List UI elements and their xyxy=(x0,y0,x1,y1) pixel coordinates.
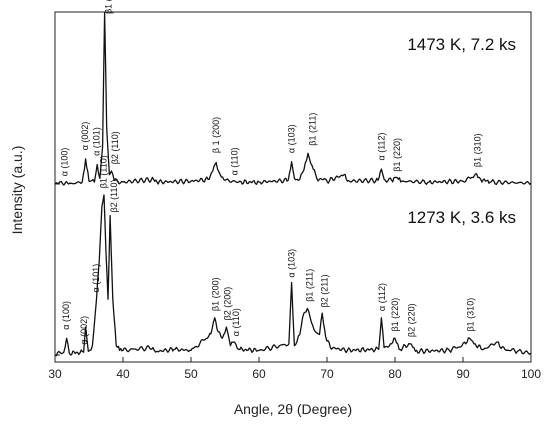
x-tick-label: 30 xyxy=(48,367,62,381)
peak-label: β2 (220) xyxy=(406,303,416,337)
peak-label: β1 (110) xyxy=(104,0,114,14)
peak-label: β1 (310) xyxy=(466,298,476,332)
x-tick-label: 50 xyxy=(184,367,198,381)
peak-label: β2 (200) xyxy=(223,287,233,321)
x-tick-label: 80 xyxy=(388,367,402,381)
peak-label: β1 (200) xyxy=(211,277,221,311)
peak-label: α (110) xyxy=(231,308,241,336)
peak-label: α (100) xyxy=(60,148,70,177)
x-axis-title: Angle, 2θ (Degree) xyxy=(234,401,352,417)
trace-series-1 xyxy=(54,194,532,357)
peak-label: α (112) xyxy=(376,132,386,160)
peak-label: β1 (211) xyxy=(304,269,314,302)
peak-label: β1 (220) xyxy=(390,298,400,332)
peak-label: β2 (110) xyxy=(110,131,120,164)
x-tick-label: 60 xyxy=(252,367,266,381)
peak-label: β2 (211) xyxy=(319,274,329,307)
peak-label: β1 (211) xyxy=(308,113,318,146)
peak-label: α (103) xyxy=(287,249,297,278)
peak-label: α (101) xyxy=(92,127,102,156)
plot-frame xyxy=(54,11,532,363)
x-tick-label: 70 xyxy=(320,367,334,381)
x-tick-label: 40 xyxy=(116,367,130,381)
peak-label: β1 (220) xyxy=(392,138,402,172)
x-tick-label: 90 xyxy=(456,367,470,381)
diffraction-traces xyxy=(54,12,532,357)
peak-label: β2 (110) xyxy=(109,179,119,212)
peak-labels: 1473 K, 7.2 ksα (100)α (002)α (101)β1 (1… xyxy=(60,0,517,345)
condition-label: 1273 K, 3.6 ks xyxy=(407,208,516,227)
condition-label: 1473 K, 7.2 ks xyxy=(407,35,516,54)
peak-label: α (103) xyxy=(287,124,297,153)
peak-label: α (002) xyxy=(80,122,90,151)
peak-label: α (112) xyxy=(377,283,387,311)
peak-label: β1 (110) xyxy=(98,155,108,188)
peak-label: α (100) xyxy=(61,301,71,330)
y-axis-title: Intensity (a.u.) xyxy=(9,146,25,235)
peak-label: α (110) xyxy=(230,147,240,175)
peak-label: β1 (310) xyxy=(472,133,482,167)
peak-label: β 1 (200) xyxy=(211,117,221,153)
peak-label: α (002) xyxy=(79,316,89,345)
x-tick-label: 100 xyxy=(521,367,541,381)
trace-series-0 xyxy=(54,12,532,186)
peak-label: α (101) xyxy=(91,264,101,293)
